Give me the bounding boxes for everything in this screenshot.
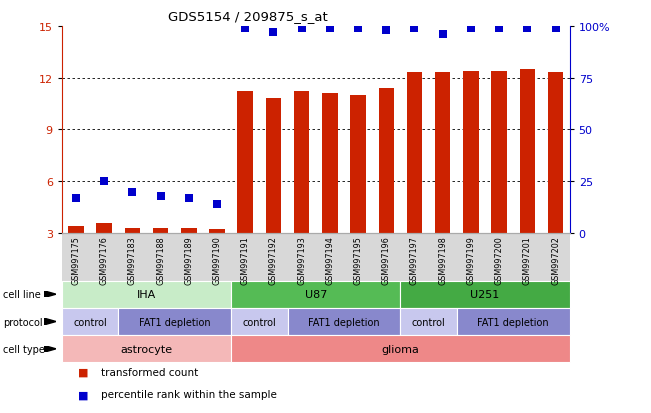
Bar (209, 230, 225, 233)
Polygon shape (44, 346, 56, 352)
Point (494, 26, 505, 32)
Bar (294, 92, 309, 233)
Text: control: control (411, 317, 445, 327)
Text: GSM997202: GSM997202 (551, 235, 560, 284)
Text: GSM997191: GSM997191 (241, 235, 250, 284)
Text: ■: ■ (78, 367, 89, 377)
Text: control: control (242, 317, 276, 327)
Text: GDS5154 / 209875_s_at: GDS5154 / 209875_s_at (167, 10, 327, 23)
Bar (492, 71, 507, 233)
Point (156, 193, 166, 199)
Text: transformed count: transformed count (101, 367, 198, 377)
Text: GSM997183: GSM997183 (128, 235, 137, 284)
Bar (378, 89, 394, 233)
Bar (124, 228, 140, 233)
Text: GSM997194: GSM997194 (326, 235, 335, 284)
Point (99, 178, 109, 185)
Point (437, 32, 448, 38)
Polygon shape (44, 318, 56, 325)
Polygon shape (44, 291, 56, 298)
Bar (153, 228, 169, 233)
Point (240, 26, 251, 32)
Text: U251: U251 (471, 290, 499, 299)
Text: GSM997192: GSM997192 (269, 235, 278, 284)
Text: astrocyte: astrocyte (120, 344, 173, 354)
Text: GSM997201: GSM997201 (523, 235, 532, 284)
Bar (350, 96, 366, 233)
Bar (266, 99, 281, 233)
Point (268, 30, 279, 36)
Text: FAT1 depletion: FAT1 depletion (139, 317, 210, 327)
Text: percentile rank within the sample: percentile rank within the sample (101, 389, 277, 399)
Bar (96, 223, 112, 233)
Point (127, 189, 137, 195)
Point (325, 26, 335, 32)
Text: protocol: protocol (3, 317, 43, 327)
Bar (407, 73, 422, 233)
Text: cell type: cell type (3, 344, 45, 354)
Text: GSM997197: GSM997197 (410, 235, 419, 284)
Text: FAT1 depletion: FAT1 depletion (477, 317, 549, 327)
Text: GSM997190: GSM997190 (212, 235, 221, 284)
Bar (322, 94, 338, 233)
Bar (68, 226, 84, 233)
Text: cell line: cell line (3, 290, 41, 299)
Text: GSM997196: GSM997196 (381, 235, 391, 284)
Text: GSM997176: GSM997176 (100, 235, 109, 284)
Text: glioma: glioma (381, 344, 419, 354)
Point (550, 26, 561, 32)
Point (212, 201, 222, 208)
Text: GSM997188: GSM997188 (156, 235, 165, 284)
Bar (181, 228, 197, 233)
Bar (463, 71, 478, 233)
Text: GSM997193: GSM997193 (297, 235, 306, 284)
Text: GSM997199: GSM997199 (466, 235, 475, 284)
Text: GSM997200: GSM997200 (495, 235, 504, 284)
Text: GSM997198: GSM997198 (438, 235, 447, 284)
Point (296, 26, 307, 32)
Point (353, 26, 363, 32)
Text: ■: ■ (78, 389, 89, 399)
Bar (238, 92, 253, 233)
Text: GSM997175: GSM997175 (72, 235, 81, 284)
Text: GSM997195: GSM997195 (353, 235, 363, 284)
Bar (547, 73, 563, 233)
Text: control: control (73, 317, 107, 327)
Bar (519, 70, 535, 233)
Point (381, 28, 391, 34)
Text: GSM997189: GSM997189 (184, 235, 193, 284)
Point (465, 26, 476, 32)
Point (71, 195, 81, 202)
Text: IHA: IHA (137, 290, 156, 299)
Text: FAT1 depletion: FAT1 depletion (308, 317, 380, 327)
Text: U87: U87 (305, 290, 327, 299)
Point (184, 195, 194, 202)
Point (522, 26, 533, 32)
Bar (435, 73, 450, 233)
Point (409, 26, 420, 32)
